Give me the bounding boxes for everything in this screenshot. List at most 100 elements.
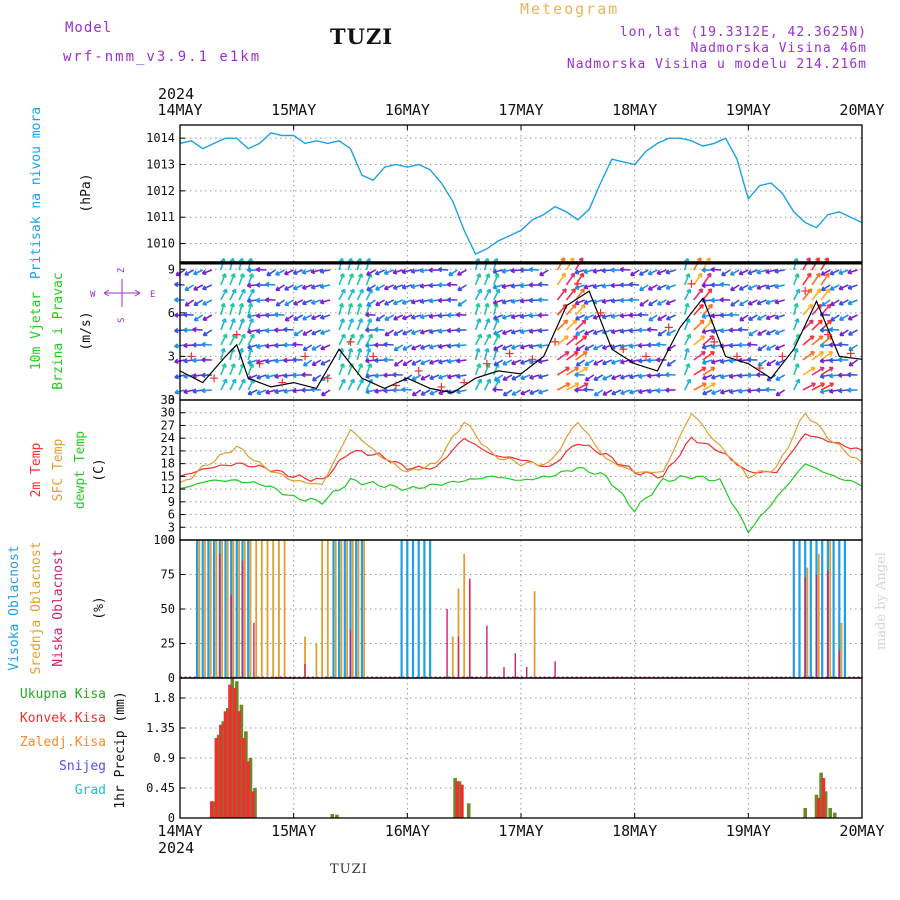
wind-vector bbox=[375, 269, 385, 275]
precip-convective-bar bbox=[232, 688, 237, 818]
wind-vector-head bbox=[411, 391, 417, 397]
cloud-low-bar bbox=[241, 560, 244, 678]
temperature-ytick-label: 0 bbox=[168, 533, 175, 547]
wind-vector bbox=[811, 319, 823, 331]
wind-vector bbox=[574, 284, 585, 290]
wind-vector bbox=[493, 344, 504, 351]
wind-vector-head bbox=[419, 283, 425, 289]
wind-vector-head bbox=[492, 315, 498, 321]
wind-vector bbox=[238, 288, 246, 301]
wind-vector bbox=[657, 329, 667, 337]
wind-vector bbox=[238, 318, 245, 331]
wind-vector-head bbox=[628, 374, 634, 380]
wind-vector bbox=[338, 333, 346, 346]
wind-vector-head bbox=[446, 358, 452, 365]
wind-vector-head bbox=[592, 314, 598, 320]
wind-vector bbox=[393, 344, 404, 351]
wind-vector-head bbox=[815, 257, 820, 262]
wind-vector-head bbox=[537, 358, 543, 365]
wind-vector bbox=[774, 269, 785, 273]
wind-vector-head bbox=[347, 302, 354, 308]
wind-vector-head bbox=[811, 382, 816, 388]
wind-vector bbox=[811, 335, 824, 346]
wind-vector-head bbox=[274, 342, 279, 349]
wind-vector-head bbox=[493, 376, 499, 382]
wind-vector-head bbox=[293, 316, 299, 321]
wind-vector-head bbox=[238, 347, 245, 353]
wind-vector bbox=[683, 288, 691, 301]
wind-vector-head bbox=[319, 299, 325, 305]
wind-vector bbox=[820, 374, 831, 378]
wind-vector bbox=[192, 389, 203, 393]
wind-vector-head bbox=[765, 315, 771, 321]
wind-vector bbox=[602, 329, 613, 334]
temperature-ytick-label: 12 bbox=[161, 482, 175, 496]
wind-vector bbox=[447, 329, 458, 332]
wind-vector-head bbox=[707, 288, 713, 294]
wind-vector bbox=[602, 314, 613, 319]
cloud-high-bar bbox=[343, 540, 346, 678]
wind-vector bbox=[747, 269, 758, 275]
temperature-ytick-label: 15 bbox=[161, 469, 175, 483]
wind-vector-head bbox=[265, 327, 270, 334]
wind-vector bbox=[383, 343, 394, 346]
pressure-ytick-label: 1012 bbox=[146, 184, 175, 198]
wind-vector-head bbox=[420, 375, 426, 381]
wind-vector-head bbox=[795, 288, 801, 294]
wind-vector bbox=[293, 269, 304, 275]
wind-vector-head bbox=[816, 288, 822, 294]
wind-vector-head bbox=[819, 351, 825, 356]
cloud-low-bar bbox=[253, 622, 255, 678]
wind-vector bbox=[220, 273, 226, 286]
wind-vector-head bbox=[766, 345, 771, 351]
cloud-low-bar bbox=[827, 570, 829, 678]
wind-vector-head bbox=[737, 372, 743, 379]
wind-vector-head bbox=[602, 375, 607, 381]
wind-vector-head bbox=[537, 281, 543, 288]
wind-vector-head bbox=[747, 341, 752, 348]
wind-vector bbox=[611, 344, 622, 349]
wind-vector bbox=[556, 304, 568, 316]
wind-vector-head bbox=[438, 359, 443, 365]
cloud-low-bar bbox=[815, 574, 818, 678]
wind-vector-head bbox=[401, 386, 406, 393]
wind-vector bbox=[511, 344, 522, 350]
wind-vector-head bbox=[838, 269, 844, 276]
wind-vector bbox=[747, 343, 758, 346]
wind-vector-head bbox=[246, 282, 252, 289]
wind-vector bbox=[338, 363, 345, 376]
pressure-ytick-label: 1013 bbox=[146, 158, 175, 172]
wind-vector bbox=[811, 304, 822, 316]
wind-vector-head bbox=[657, 316, 662, 321]
wind-vector bbox=[511, 329, 522, 334]
wind-vector-head bbox=[284, 285, 289, 291]
wind-vector bbox=[683, 363, 690, 376]
wind-vector bbox=[593, 314, 604, 319]
cloud-ytick-label: 25 bbox=[161, 637, 175, 651]
wind-vector bbox=[220, 303, 225, 316]
precip-total-bar bbox=[221, 721, 225, 818]
station-title: TUZI bbox=[330, 24, 394, 49]
wind-vector-head bbox=[565, 366, 570, 372]
wind-vector bbox=[729, 374, 740, 378]
wind-vector-head bbox=[437, 312, 443, 319]
wind-vector bbox=[474, 273, 481, 286]
wind-vector-head bbox=[765, 284, 771, 290]
wind-vector-head bbox=[402, 361, 408, 366]
wind-vector-head bbox=[829, 382, 835, 388]
wind-vector bbox=[493, 288, 500, 301]
wind-vector-head bbox=[419, 329, 425, 335]
wind-vector-head bbox=[738, 270, 744, 276]
wind-vector bbox=[238, 378, 246, 391]
wind-vector bbox=[766, 314, 776, 320]
cloud-mid-bar bbox=[817, 553, 820, 678]
wind-vector-head bbox=[265, 343, 270, 349]
wind-vector-head bbox=[367, 318, 373, 323]
wind-vector-head bbox=[419, 267, 425, 274]
wind-vector-head bbox=[710, 366, 716, 372]
wind-vector-head bbox=[756, 284, 762, 290]
wind-vector-head bbox=[247, 390, 253, 396]
wind-vector-head bbox=[686, 333, 692, 339]
temperature-ytick-label: 3 bbox=[168, 520, 175, 534]
wind-vector-head bbox=[246, 298, 252, 304]
